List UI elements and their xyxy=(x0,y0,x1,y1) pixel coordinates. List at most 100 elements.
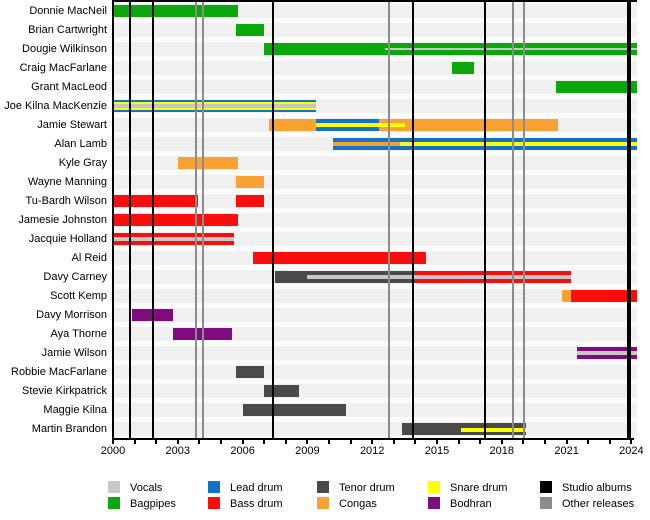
bass-drum-stripe xyxy=(113,241,234,246)
bagpipes-stripe xyxy=(385,49,637,55)
member-label: Grant MacLeod xyxy=(31,80,107,93)
year-tick xyxy=(112,440,114,444)
year-tick xyxy=(349,440,352,444)
vocals-stripe xyxy=(113,103,317,108)
row-band xyxy=(113,289,637,304)
year-tick xyxy=(587,440,590,444)
row-band xyxy=(113,327,637,342)
year-tick xyxy=(522,440,525,444)
legend-label: Congas xyxy=(339,497,377,510)
plot-left-border xyxy=(112,0,114,440)
member-label: Martin Brandon xyxy=(31,423,107,436)
bass-drum-stripe xyxy=(415,279,571,284)
row-band xyxy=(113,384,637,399)
member-bar-segment xyxy=(253,252,427,265)
bagpipes-stripe xyxy=(555,80,637,93)
bass-drum-stripe xyxy=(253,252,427,265)
year-label: 2021 xyxy=(554,445,579,457)
member-label: Dougie Wilkinson xyxy=(22,42,107,55)
bodhran-stripe xyxy=(577,347,637,352)
bass-drum-stripe xyxy=(570,290,637,303)
member-bar-segment xyxy=(268,118,317,131)
lead-drum-stripe xyxy=(316,118,379,123)
year-label: 2015 xyxy=(424,445,450,457)
row-band xyxy=(113,174,637,189)
year-label: 2024 xyxy=(619,445,644,457)
year-tick xyxy=(284,440,287,444)
year-tick xyxy=(220,440,222,444)
studio-album-line xyxy=(271,1,274,439)
snare-drum-stripe xyxy=(400,141,637,146)
year-tick xyxy=(565,440,568,444)
member-bar-segment xyxy=(400,137,637,150)
bagpipes-stripe xyxy=(264,42,386,55)
legend-label: Lead drum xyxy=(230,481,283,494)
bagpipes-stripe xyxy=(113,4,239,17)
other-release-line xyxy=(201,1,204,439)
studio-album-line xyxy=(129,1,132,439)
member-bar-segment xyxy=(577,347,637,360)
member-label: Brian Cartwright xyxy=(28,23,107,36)
year-label: 2009 xyxy=(295,445,320,457)
vocals-stripe xyxy=(415,275,571,280)
legend-swatch-bagpipes xyxy=(108,497,120,509)
legend-label: Vocals xyxy=(130,481,163,494)
member-bar-segment xyxy=(333,137,401,150)
member-bar-segment xyxy=(242,404,347,417)
member-bar-segment xyxy=(236,194,265,207)
bass-drum-stripe xyxy=(236,194,265,207)
legend-label: Bagpipes xyxy=(130,497,176,510)
year-tick xyxy=(198,440,201,444)
congas-stripe xyxy=(378,118,405,123)
row-band xyxy=(113,213,637,227)
snare-drum-stripe xyxy=(113,101,317,104)
member-label: Donnie MacNeil xyxy=(29,4,107,17)
tenor-drum-stripe xyxy=(307,271,416,276)
legend-swatch-tenor-drum xyxy=(317,481,329,493)
tenor-drum-stripe xyxy=(402,423,461,436)
other-release-line xyxy=(511,1,514,439)
year-tick xyxy=(133,440,136,444)
bass-drum-stripe xyxy=(113,194,199,207)
bass-drum-stripe xyxy=(113,214,239,226)
row-band xyxy=(113,60,637,75)
legend-label: Tenor drum xyxy=(339,481,395,494)
member-bar-segment xyxy=(264,42,386,55)
bodhran-stripe xyxy=(577,355,637,360)
member-label: Kyle Gray xyxy=(58,156,107,169)
studio-album-line xyxy=(627,1,632,439)
member-label: Alan Lamb xyxy=(54,137,107,150)
member-bar-segment xyxy=(236,23,265,36)
member-bar-segment xyxy=(113,4,239,17)
row-band xyxy=(113,422,637,437)
member-label: Maggie Kilna xyxy=(43,404,107,417)
year-tick xyxy=(328,440,330,444)
year-tick xyxy=(436,440,438,444)
year-tick xyxy=(306,440,309,444)
congas-stripe xyxy=(562,290,571,303)
tenor-drum-stripe xyxy=(236,366,265,379)
legend-label: Snare drum xyxy=(450,481,508,494)
year-tick xyxy=(371,440,374,444)
tenor-drum-stripe xyxy=(307,279,416,284)
vocals-stripe xyxy=(113,237,234,242)
year-tick xyxy=(544,440,546,444)
year-tick xyxy=(176,440,179,444)
congas-stripe xyxy=(268,118,317,131)
bagpipes-stripe xyxy=(452,61,474,74)
lead-drum-stripe xyxy=(113,109,317,112)
tenor-drum-stripe xyxy=(460,432,526,436)
legend-label: Other releases xyxy=(562,497,635,510)
congas-stripe xyxy=(404,118,558,131)
plot-top-border xyxy=(113,0,637,2)
legend-swatch-vocals xyxy=(108,481,120,493)
year-tick xyxy=(392,440,395,444)
member-bar-segment xyxy=(275,271,308,284)
year-tick xyxy=(630,440,633,444)
year-tick xyxy=(414,440,417,444)
legend-swatch-lead-drum xyxy=(208,481,220,493)
year-tick xyxy=(263,440,266,444)
row-band xyxy=(113,22,637,37)
row-band xyxy=(113,3,637,18)
legend-swatch-congas xyxy=(317,497,329,509)
